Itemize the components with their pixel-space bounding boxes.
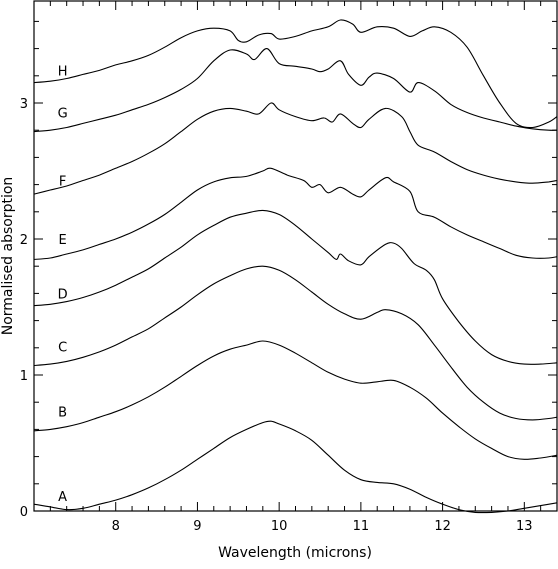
x-tick-label: 8 bbox=[112, 519, 120, 534]
y-tick-label: 2 bbox=[20, 233, 28, 248]
x-axis-title: Wavelength (microns) bbox=[218, 545, 372, 561]
x-tick-label: 12 bbox=[434, 519, 451, 534]
series-label-c: C bbox=[58, 340, 67, 355]
plot-frame bbox=[33, 0, 558, 512]
series-label-a: A bbox=[58, 490, 67, 505]
series-curve-b bbox=[33, 340, 558, 460]
series-curve-d bbox=[33, 209, 558, 365]
x-tick-label: 13 bbox=[516, 519, 533, 534]
curve-labels-layer: A B C D E F G H bbox=[58, 64, 68, 505]
series-label-b: B bbox=[58, 406, 67, 421]
curves-layer bbox=[33, 19, 558, 514]
series-curve-f bbox=[33, 102, 558, 195]
series-curve-g bbox=[33, 48, 558, 133]
y-tick-label: 3 bbox=[20, 97, 28, 112]
y-axis-title: Normalised absorption bbox=[0, 177, 16, 336]
x-tick-label: 10 bbox=[271, 519, 288, 534]
series-label-g: G bbox=[58, 107, 68, 122]
y-tick-label: 1 bbox=[20, 369, 28, 384]
x-tick-label: 11 bbox=[353, 519, 370, 534]
series-curve-h bbox=[33, 19, 558, 129]
series-label-e: E bbox=[58, 233, 66, 248]
x-tick-label: 9 bbox=[193, 519, 201, 534]
series-curve-e bbox=[33, 167, 558, 260]
series-label-f: F bbox=[59, 175, 66, 190]
series-curve-c bbox=[33, 265, 558, 421]
series-label-d: D bbox=[58, 287, 68, 302]
series-label-h: H bbox=[58, 64, 68, 79]
series-curve-a bbox=[33, 420, 558, 514]
y-tick-label: 0 bbox=[20, 505, 28, 520]
